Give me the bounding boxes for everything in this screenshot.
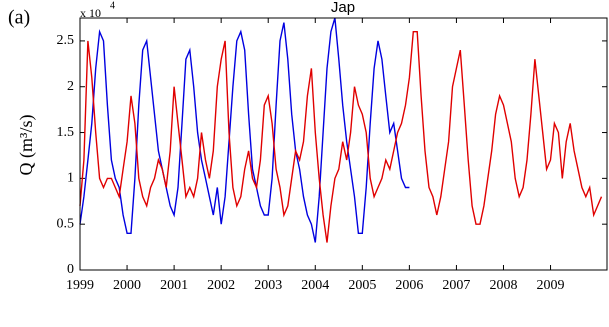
x-tick-label: 2001	[160, 278, 188, 293]
y-tick-label: 2	[67, 79, 74, 94]
x-tick-label: 2002	[207, 278, 235, 293]
x-tick-label: 2000	[113, 278, 141, 293]
panel-label: (a)	[8, 7, 30, 29]
x-tick-label: 2005	[348, 278, 376, 293]
y-axis-label: Q (m³/s)	[16, 115, 37, 176]
y-tick-label: 1.5	[57, 125, 75, 140]
y-tick-label: 0.5	[57, 216, 75, 231]
data-line	[79, 17, 410, 243]
y-multiplier-exp: 4	[110, 0, 115, 11]
y-multiplier: x 10	[80, 6, 101, 20]
y-tick-label: 1	[67, 171, 74, 186]
x-tick-label: 2006	[395, 278, 423, 293]
x-tick-label: 2004	[301, 278, 329, 293]
x-tick-label: 2008	[489, 278, 517, 293]
y-tick-label: 0	[67, 262, 74, 277]
x-tick-label: 2007	[442, 278, 470, 293]
data-line	[79, 31, 603, 243]
x-tick-label: 1999	[66, 278, 94, 293]
y-tick-label: 2.5	[57, 33, 75, 48]
x-tick-label: 2009	[537, 278, 565, 293]
x-tick-label: 2003	[254, 278, 282, 293]
chart-title: Jap	[331, 0, 355, 16]
plot-frame	[79, 17, 608, 271]
